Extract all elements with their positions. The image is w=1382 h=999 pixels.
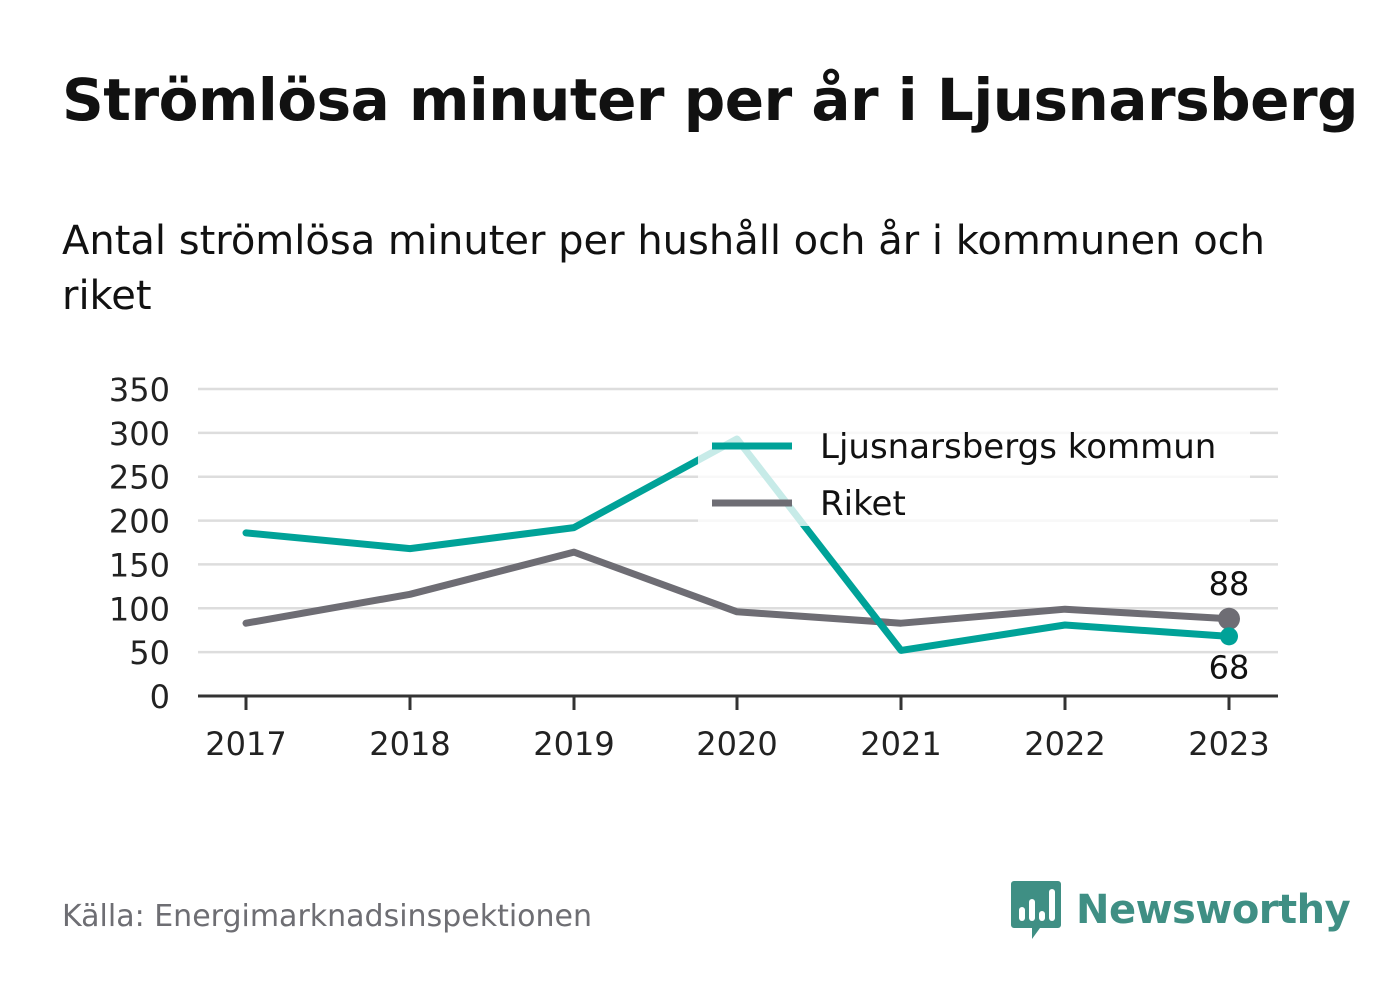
x-tick-label: 2020 xyxy=(696,725,777,763)
y-tick-label: 150 xyxy=(109,546,170,584)
legend-label: Riket xyxy=(820,484,906,524)
data-label-kommun: 68 xyxy=(1209,648,1250,686)
end-marker-riket xyxy=(1218,607,1240,630)
legend: Ljusnarsbergs kommun Riket xyxy=(698,416,1250,526)
data-label-riket: 88 xyxy=(1209,565,1250,603)
brand-logo[interactable]: Newsworthy xyxy=(1010,878,1351,942)
chart-subtitle: Antal strömlösa minuter per hushåll och … xyxy=(62,218,1266,319)
y-tick-label: 300 xyxy=(109,415,170,453)
end-marker-kommun xyxy=(1220,627,1238,646)
x-tick-label: 2023 xyxy=(1188,725,1269,763)
x-tick-label: 2022 xyxy=(1024,725,1105,763)
y-tick-label: 50 xyxy=(129,634,170,672)
newsworthy-logo-icon xyxy=(1011,881,1061,939)
y-tick-label: 100 xyxy=(109,590,170,628)
y-tick-label: 0 xyxy=(150,678,170,716)
y-tick-label: 350 xyxy=(109,371,170,409)
source-note: Källa: Energimarknadsinspektionen xyxy=(62,899,593,934)
x-tick-label: 2017 xyxy=(205,725,286,763)
legend-box xyxy=(698,416,1250,526)
x-tick-label: 2021 xyxy=(860,725,941,763)
legend-label: Ljusnarsbergs kommun xyxy=(820,427,1216,467)
chart-title: Strömlösa minuter per år i Ljusnarsberg xyxy=(62,66,1359,134)
x-axis: 2017 2018 2019 2020 2021 2022 2023 xyxy=(198,694,1278,763)
gridlines: 0 50 100 150 200 250 300 350 xyxy=(109,371,1278,716)
x-tick-label: 2019 xyxy=(533,725,614,763)
y-tick-label: 200 xyxy=(109,503,170,541)
x-tick-label: 2018 xyxy=(369,725,450,763)
data-labels: 88 68 xyxy=(1209,565,1250,687)
brand-name: Newsworthy xyxy=(1076,887,1351,933)
y-tick-label: 250 xyxy=(109,459,170,497)
series-line-riket xyxy=(242,548,1233,627)
